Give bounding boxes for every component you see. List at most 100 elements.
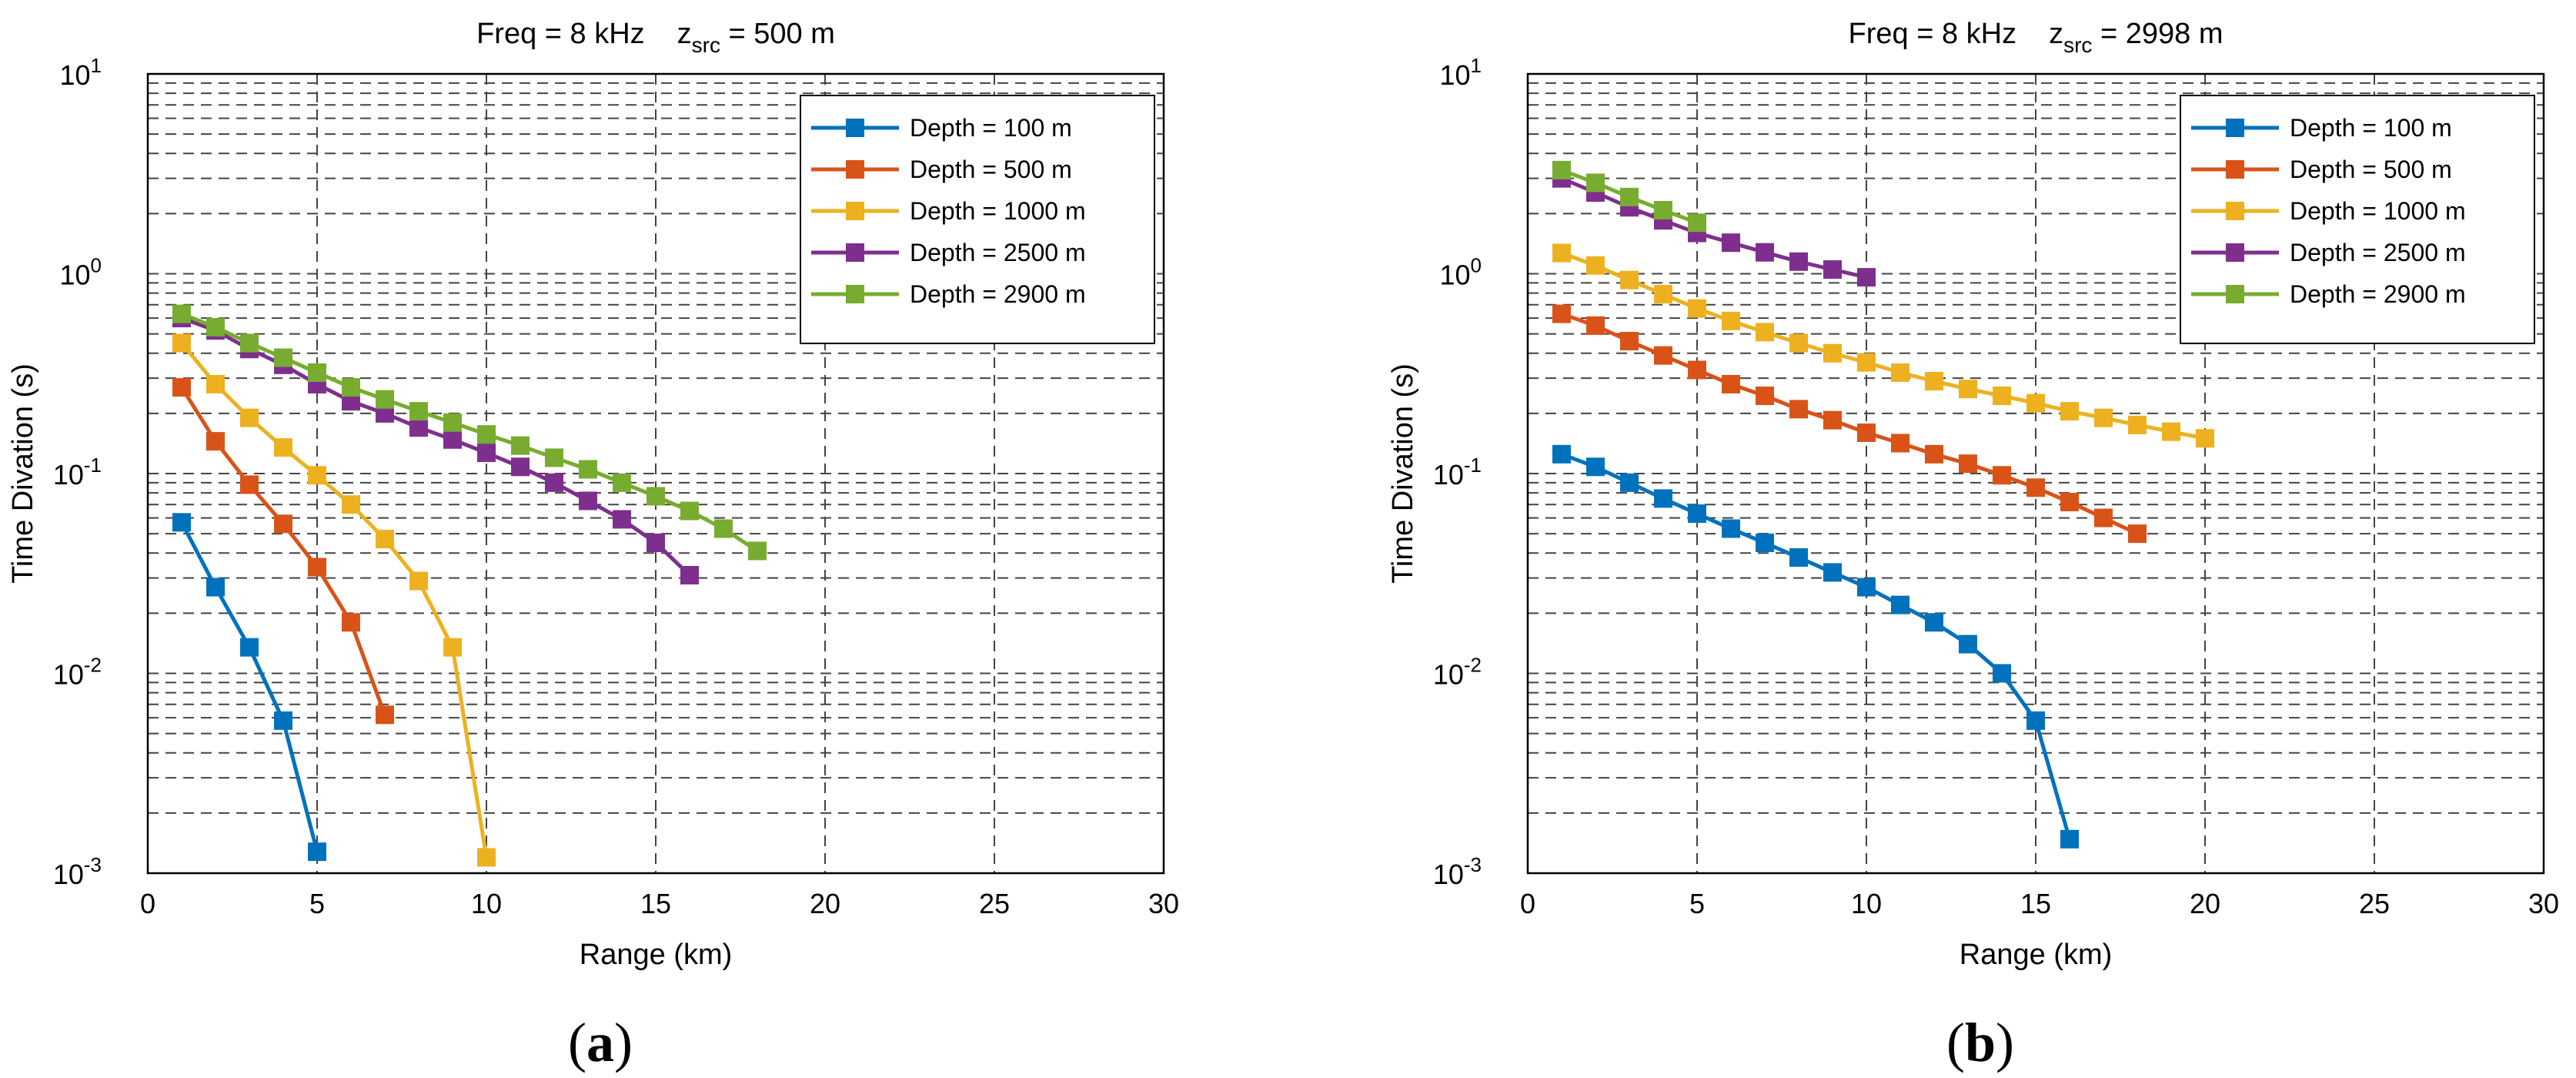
data-point <box>2094 408 2113 427</box>
data-point <box>748 541 767 561</box>
data-point <box>1586 256 1605 275</box>
y-tick-exponent: -1 <box>1464 454 1482 477</box>
x-axis: 0 5 10 15 20 25 30 <box>140 888 1179 919</box>
y-tick-base: 10 <box>1433 459 1464 490</box>
series-depth-3 <box>172 333 496 867</box>
data-point <box>1722 374 1740 393</box>
data-point <box>240 333 259 353</box>
data-point <box>1654 489 1672 508</box>
data-point <box>1552 160 1571 179</box>
y-tick-exponent: -2 <box>84 654 102 677</box>
y-tick-exponent: -3 <box>1464 853 1482 876</box>
panel-label-letter: a <box>586 1012 614 1073</box>
x-axis: 0 5 10 15 20 25 30 <box>1520 888 2559 919</box>
legend-label: Depth = 1000 m <box>2290 197 2466 225</box>
data-point <box>1722 519 1740 538</box>
legend-marker <box>2226 285 2244 303</box>
y-tick-label: 10-1 <box>1433 454 1482 490</box>
y-tick-label: 10-2 <box>1433 654 1482 691</box>
title-depth: = 2998 m <box>2092 18 2223 50</box>
y-tick-label: 10-1 <box>53 454 102 490</box>
data-point <box>2196 429 2214 448</box>
legend-marker <box>846 202 864 220</box>
data-point <box>274 348 292 367</box>
legend-item: Depth = 100 m <box>811 114 1072 142</box>
data-point <box>376 390 394 409</box>
data-point <box>1654 200 1672 219</box>
plot-frame <box>146 72 1165 875</box>
y-axis-label: Time Divation (s) <box>7 363 39 584</box>
data-point <box>1620 473 1639 492</box>
legend-label: Depth = 100 m <box>910 114 1072 142</box>
data-point <box>376 705 394 725</box>
data-point <box>1959 380 1977 399</box>
data-point <box>1993 466 2011 485</box>
data-point <box>1552 444 1571 464</box>
data-point <box>2094 508 2113 527</box>
y-tick-label: 10-3 <box>1433 853 1482 890</box>
legend-label: Depth = 2900 m <box>2290 280 2466 308</box>
data-point <box>1756 533 1774 552</box>
y-tick-label: 10-3 <box>53 853 102 890</box>
data-point <box>1891 363 1909 382</box>
x-tick-label: 20 <box>2190 888 2220 919</box>
x-tick-label: 5 <box>309 888 325 919</box>
legend-marker <box>2226 119 2244 137</box>
y-axis-label: Time Divation (s) <box>1387 363 1419 584</box>
data-point <box>2026 393 2045 413</box>
legend-marker <box>846 160 864 179</box>
y-tick-exponent: -3 <box>84 853 102 876</box>
legend-item: Depth = 1000 m <box>2191 197 2466 225</box>
panel-label-letter: b <box>1965 1012 1996 1073</box>
legend-label: Depth = 100 m <box>2290 114 2452 142</box>
y-tick-base: 10 <box>53 859 84 890</box>
panel-label-close: ) <box>1996 1012 2014 1073</box>
data-point <box>342 392 360 411</box>
legend-label: Depth = 500 m <box>2290 156 2452 183</box>
legend-item: Depth = 2500 m <box>811 239 1086 266</box>
data-point <box>308 842 326 862</box>
data-point <box>545 448 563 467</box>
data-point <box>1756 323 1774 342</box>
legend-item: Depth = 500 m <box>2191 156 2452 183</box>
data-point <box>1620 332 1639 351</box>
data-point <box>680 501 699 521</box>
series-depth-1 <box>172 513 326 862</box>
y-tick-base: 10 <box>53 659 84 691</box>
legend-marker <box>2226 202 2244 220</box>
series-depth-3 <box>1552 243 2214 448</box>
legend: Depth = 100 m Depth = 500 m Depth = 1000 m… <box>2180 95 2535 344</box>
x-tick-label: 0 <box>140 888 155 919</box>
data-point <box>579 491 597 511</box>
legend-marker <box>846 119 864 137</box>
legend-marker <box>846 285 864 303</box>
x-tick-label: 10 <box>471 888 502 919</box>
data-point <box>240 638 259 657</box>
plot-frame <box>1526 72 2545 875</box>
data-point <box>1722 311 1740 330</box>
data-point <box>511 436 530 455</box>
data-point <box>342 495 360 514</box>
data-point <box>1925 372 1943 391</box>
x-tick-label: 15 <box>2020 888 2051 919</box>
data-point <box>443 430 462 449</box>
title-subscript: src <box>692 33 720 57</box>
data-point <box>1789 333 1808 353</box>
y-tick-base: 10 <box>59 259 90 291</box>
x-tick-label: 30 <box>2528 888 2559 919</box>
data-point <box>1586 173 1605 192</box>
x-tick-label: 30 <box>1148 888 1179 919</box>
y-tick-exponent: 0 <box>91 254 102 277</box>
legend-marker <box>2226 243 2244 262</box>
legend-item: Depth = 2500 m <box>2191 239 2466 266</box>
x-axis-label: Range (km) <box>1960 939 2113 971</box>
legend-item: Depth = 2900 m <box>811 280 1086 308</box>
data-point <box>647 487 665 506</box>
data-point <box>1891 595 1909 614</box>
data-point <box>1823 563 1842 582</box>
legend-label: Depth = 2900 m <box>910 280 1086 308</box>
y-tick-base: 10 <box>1433 659 1464 691</box>
data-point <box>1857 353 1876 372</box>
legend-label: Depth = 2500 m <box>2290 239 2466 266</box>
